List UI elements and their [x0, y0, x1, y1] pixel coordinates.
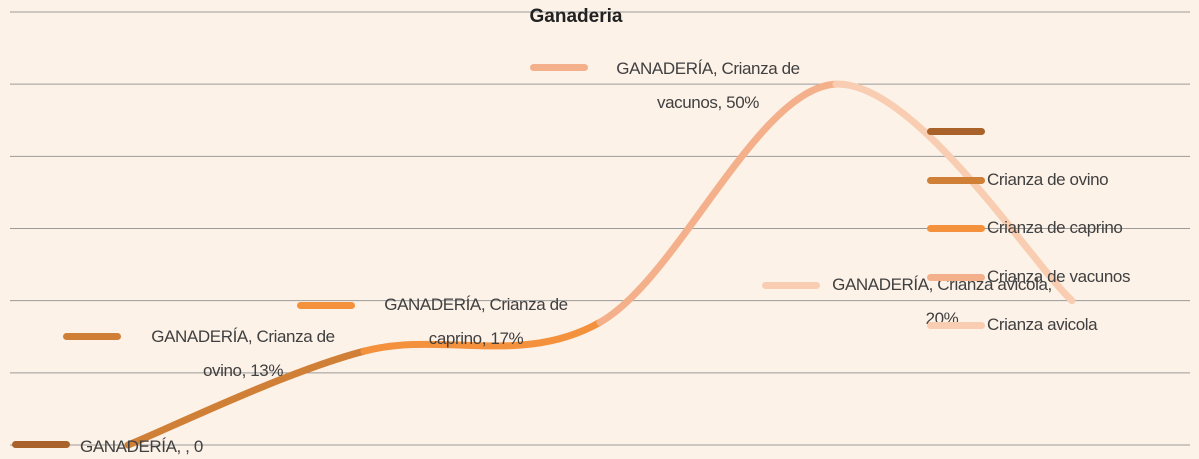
data-label: GANADERÍA, Crianza de caprino, 17%: [384, 295, 568, 348]
legend-key: [927, 322, 985, 329]
legend-key: [927, 273, 985, 281]
data-label: GANADERÍA, , 0: [80, 437, 203, 456]
data-label: GANADERÍA, Crianza de vacunos, 50%: [616, 59, 800, 112]
label-key: [12, 441, 70, 448]
legend-key: [927, 128, 985, 135]
line-segment: [360, 318, 604, 355]
legend-label: Crianza avicola: [987, 315, 1098, 334]
legend-key: [927, 176, 985, 184]
label-key: [63, 333, 121, 340]
label-key: [530, 64, 588, 71]
data-label: GANADERÍA, Crianza de ovino, 13%: [151, 327, 335, 380]
line-segment: [124, 347, 368, 449]
chart-title: Ganaderia: [529, 6, 623, 27]
label-key: [762, 282, 820, 289]
legend-label: Crianza de vacunos: [987, 266, 1131, 286]
line-segment: [596, 80, 840, 326]
legend-key: [927, 225, 985, 232]
legend-label: Crianza de ovino: [987, 169, 1109, 189]
label-key: [297, 302, 355, 309]
legend-label: Crianza de caprino: [987, 218, 1123, 237]
